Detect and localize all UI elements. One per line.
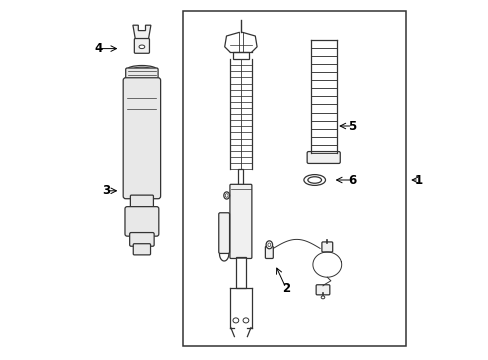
FancyBboxPatch shape: [125, 68, 158, 82]
Ellipse shape: [267, 243, 270, 247]
FancyBboxPatch shape: [134, 39, 149, 53]
Polygon shape: [133, 25, 151, 40]
Bar: [232, 52, 248, 59]
Ellipse shape: [139, 45, 144, 49]
FancyBboxPatch shape: [133, 244, 150, 255]
Bar: [238, 169, 243, 185]
Ellipse shape: [307, 177, 321, 183]
FancyBboxPatch shape: [218, 213, 229, 253]
FancyBboxPatch shape: [321, 242, 332, 252]
FancyBboxPatch shape: [129, 233, 154, 246]
Ellipse shape: [303, 175, 325, 185]
Ellipse shape: [127, 66, 156, 73]
FancyBboxPatch shape: [229, 184, 251, 258]
FancyBboxPatch shape: [316, 285, 329, 295]
Text: 1: 1: [414, 174, 422, 186]
Ellipse shape: [224, 192, 229, 199]
Ellipse shape: [232, 318, 238, 323]
Ellipse shape: [225, 194, 228, 197]
Text: 3: 3: [102, 184, 110, 197]
Ellipse shape: [265, 241, 272, 249]
Ellipse shape: [132, 67, 151, 72]
Text: 5: 5: [347, 120, 356, 132]
Text: 4: 4: [94, 42, 102, 55]
Bar: [235, 257, 245, 288]
Ellipse shape: [321, 296, 324, 299]
Ellipse shape: [243, 318, 248, 323]
FancyBboxPatch shape: [306, 152, 340, 163]
FancyBboxPatch shape: [123, 78, 160, 199]
FancyBboxPatch shape: [125, 207, 159, 236]
FancyBboxPatch shape: [130, 195, 153, 210]
Bar: [183, 11, 406, 346]
Text: 6: 6: [347, 174, 356, 186]
Text: 2: 2: [281, 282, 289, 294]
FancyBboxPatch shape: [265, 246, 273, 258]
